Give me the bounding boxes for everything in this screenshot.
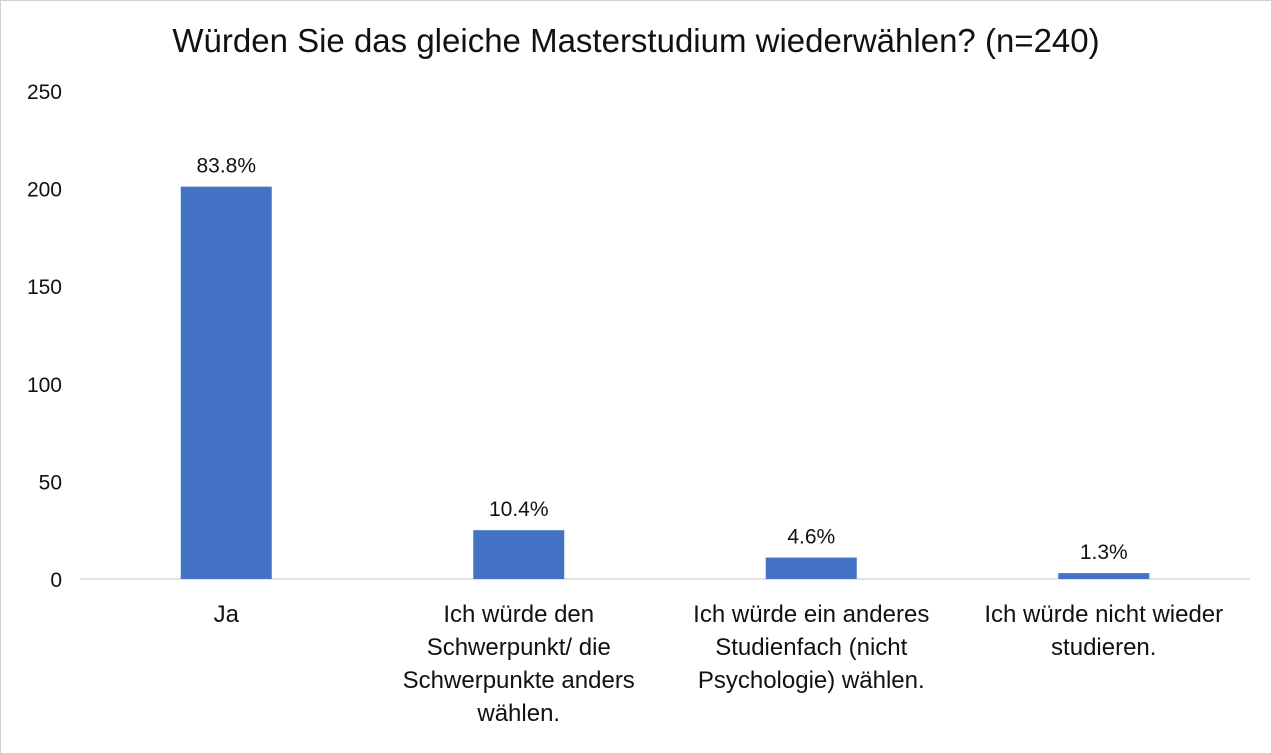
y-tick-label: 200 <box>27 179 62 202</box>
data-label: 4.6% <box>787 526 835 549</box>
x-tick-label-line: Ich würde nicht wieder <box>984 601 1224 628</box>
x-tick-label: Ich würde nicht wieder studieren. <box>959 598 1249 664</box>
y-tick-label: 150 <box>27 276 62 299</box>
x-tick-label: Ich würde ein anderes Studienfach (nicht P… <box>666 598 956 697</box>
x-tick-label-line: Ja <box>213 601 239 628</box>
y-tick-label: 100 <box>27 374 62 397</box>
x-tick-label-line: Ich würde den <box>443 601 595 628</box>
bar <box>180 186 272 579</box>
x-tick-label: Ja <box>81 598 371 631</box>
y-tick-label: 50 <box>39 471 62 494</box>
x-tick-label-line: Psychologie) wählen. <box>697 667 925 694</box>
bar <box>765 557 857 579</box>
x-tick-label-line: Schwerpunkte anders <box>402 667 635 694</box>
bar <box>1058 573 1150 579</box>
x-tick-label-line: Ich würde ein anderes <box>693 601 930 628</box>
data-label: 83.8% <box>196 155 256 178</box>
x-tick-label-line: Schwerpunkt/ die <box>426 634 611 661</box>
data-label: 1.3% <box>1080 541 1128 564</box>
y-tick-label: 250 <box>27 81 62 104</box>
x-tick-label: Ich würde den Schwerpunkt/ die Schwerpunkt… <box>374 598 664 730</box>
y-tick-label: 0 <box>50 569 62 592</box>
x-tick-label-line: studieren. <box>1051 634 1157 661</box>
chart-title: Würden Sie das gleiche Masterstudium wie… <box>172 22 1100 59</box>
data-label: 10.4% <box>489 498 549 521</box>
x-tick-label-line: Studienfach (nicht <box>715 634 908 661</box>
bar <box>473 530 565 579</box>
x-tick-label-line: wählen. <box>477 700 561 727</box>
